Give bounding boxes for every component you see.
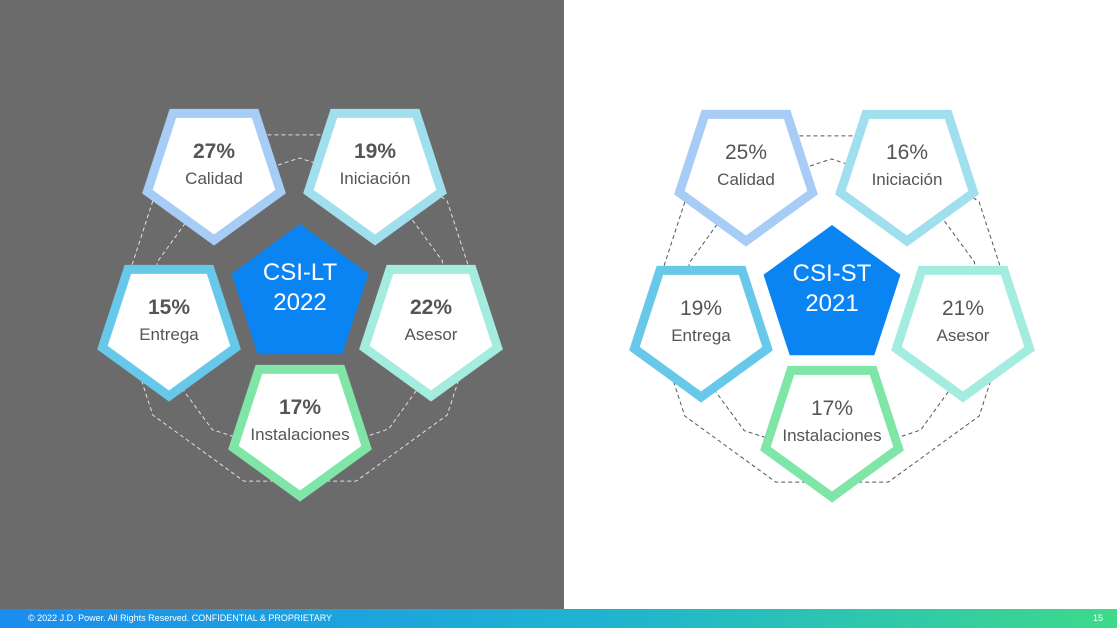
factor-pentagon-asesor: 22% Asesor [359,264,503,402]
factor-pentagon-calidad: 25% Calidad [674,109,818,247]
center-shape [763,225,901,356]
factor-pentagon-asesor: 21% Asesor [891,265,1035,403]
pentagon-shape [97,264,241,402]
factor-label: Entrega [671,326,731,345]
pentagon-shape [142,108,286,246]
factor-value: 25% [725,141,767,164]
center-title: CSI-LT [263,259,338,286]
pentagon-shape [359,264,503,402]
factor-label: Asesor [937,326,990,345]
pentagon-shape [228,364,372,502]
factor-label: Asesor [405,325,458,344]
csi-st-diagram: 25% Calidad 16% Iniciación 21% Asesor 17% Insta… [629,109,1035,503]
factor-pentagon-iniciacin: 16% Iniciación [835,109,979,247]
pentagon-shape [629,265,773,403]
factor-value: 16% [886,141,928,164]
factor-pentagon-entrega: 19% Entrega [629,265,773,403]
factor-value: 19% [680,297,722,320]
factor-label: Calidad [717,170,775,189]
dashed-ring-outer [117,134,483,482]
factor-value: 19% [354,140,396,163]
factor-label: Calidad [185,169,243,188]
factor-value: 21% [942,297,984,320]
factor-label: Instalaciones [250,425,349,444]
pentagon-shape [303,108,447,246]
footer-bar: © 2022 J.D. Power. All Rights Reserved. … [0,609,1117,628]
copyright-text: © 2022 J.D. Power. All Rights Reserved. … [28,613,333,623]
factor-label: Iniciación [340,169,411,188]
pentagon-shape [674,109,818,247]
center-year: 2022 [273,289,326,316]
factor-value: 17% [279,396,321,419]
csi-diagrams: 27% Calidad 19% Iniciación 22% Asesor 17% Insta… [97,108,1035,503]
pentagon-shape [835,109,979,247]
pentagon-shape [891,265,1035,403]
center-pentagon: CSI-LT 2022 [231,224,369,355]
center-pentagon: CSI-ST 2021 [763,225,901,356]
factor-value: 17% [811,397,853,420]
factor-pentagon-entrega: 15% Entrega [97,264,241,402]
factor-pentagon-instalaciones: 17% Instalaciones [228,364,372,502]
csi-lt-diagram: 27% Calidad 19% Iniciación 22% Asesor 17% Insta… [97,108,503,502]
factor-pentagon-instalaciones: 17% Instalaciones [760,365,904,503]
factor-value: 22% [410,296,452,319]
factor-value: 27% [193,140,235,163]
page-number: 15 [1092,613,1103,623]
factor-label: Instalaciones [782,426,881,445]
factor-label: Iniciación [872,170,943,189]
pentagon-shape [760,365,904,503]
center-title: CSI-ST [793,260,872,287]
center-year: 2021 [805,290,858,317]
center-shape [231,224,369,355]
dashed-ring-outer [649,135,1015,483]
factor-pentagon-iniciacin: 19% Iniciación [303,108,447,246]
factor-value: 15% [148,296,190,319]
factor-label: Entrega [139,325,199,344]
factor-pentagon-calidad: 27% Calidad [142,108,286,246]
